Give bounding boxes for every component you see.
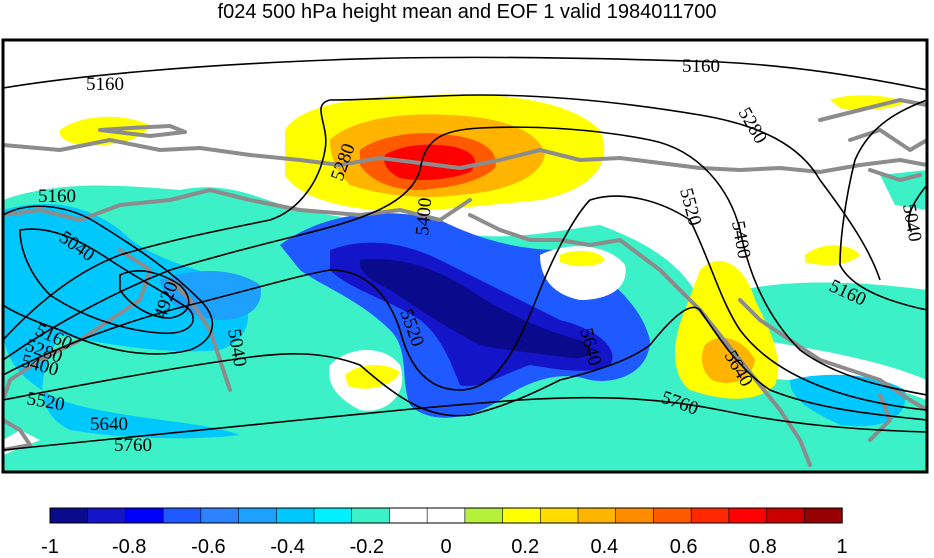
contour-5520 (3, 195, 927, 411)
coastline-asia-east (3, 188, 472, 222)
colorbar-swatch (728, 507, 768, 524)
contour-5160-west (3, 205, 214, 355)
colorbar-tick-label: 0.6 (669, 536, 698, 558)
contour-label: 5400 (412, 197, 436, 237)
colorbar-tick-label: 0 (440, 536, 452, 558)
contour-label: 5640 (90, 414, 128, 435)
colorbar-swatch (426, 507, 466, 524)
contour-5760 (3, 396, 927, 451)
colorbar-swatch (539, 507, 579, 524)
anomaly-region-cyan-east (740, 282, 927, 380)
anomaly-region-yellow-ne (830, 95, 905, 110)
coastline-west-america (738, 298, 927, 412)
colorbar-tick-label: -0.4 (270, 536, 305, 558)
anomaly-region-lightblue-west (3, 204, 249, 439)
colorbar (49, 507, 843, 524)
colorbar-tick-label: 0.2 (511, 536, 540, 558)
anomaly-region-blue-mid (160, 270, 261, 320)
colorbar-outline (49, 507, 843, 524)
coastline-north (3, 138, 927, 174)
colorbar-swatch (653, 507, 692, 524)
coastline-west-edge (3, 418, 32, 452)
colorbar-swatch (389, 507, 428, 524)
colorbar-swatch (502, 507, 541, 524)
contour-5160-ne (839, 99, 927, 311)
contour-5280-main (3, 94, 881, 341)
contour-5640 (3, 306, 927, 421)
anomaly-region-lightblue-se (790, 374, 906, 427)
contour-4920 (119, 270, 190, 319)
height-contours (3, 56, 927, 451)
coastline-alaska (618, 238, 812, 467)
anomaly-region-orange-se (701, 337, 755, 384)
coastline-north-island (98, 124, 187, 138)
map-title: f024 500 hPa height mean and EOF 1 valid… (217, 1, 717, 23)
contour-label: 5160 (38, 186, 76, 207)
anomaly-region-darkestblue (359, 259, 591, 359)
colorbar-tick-label: -0.2 (349, 536, 385, 558)
contour-5040-ne (908, 184, 927, 231)
coastline-japan (168, 278, 232, 392)
contour-label: 5160 (86, 74, 124, 95)
colorbar-tick-label: 0.4 (590, 536, 619, 558)
contour-5400 (3, 126, 927, 396)
colorbar-swatch (577, 507, 617, 524)
coastline-kamchatka (468, 213, 622, 247)
colorbar-swatch (162, 507, 202, 524)
contour-label: 5160 (682, 56, 720, 77)
contour-5160-north (3, 56, 927, 91)
colorbar-swatch (313, 507, 353, 524)
colorbar-swatch (766, 507, 805, 524)
colorbar-swatch (87, 507, 127, 524)
colorbar-tick-label: -1 (41, 536, 59, 558)
anomaly-region-cyan-ne (880, 170, 927, 210)
shaded-anomaly-field (3, 40, 927, 472)
anomaly-region-yellow-small (345, 364, 400, 389)
contour-5040-west (19, 228, 194, 335)
colorbar-swatch (200, 507, 240, 524)
colorbar-swatch (275, 507, 315, 524)
anomaly-region-yellow-east (805, 245, 860, 266)
colorbar-swatch (803, 507, 843, 524)
coastline-canada-arctic (818, 98, 927, 182)
colorbar-tick-label: -0.8 (111, 536, 147, 558)
colorbar-swatch (690, 507, 730, 524)
colorbar-swatch (49, 507, 89, 524)
colorbar-tick-label: 0.8 (748, 536, 777, 558)
coastlines (3, 98, 927, 467)
colorbar-swatch (464, 507, 504, 524)
colorbar-tick-label: 1 (836, 536, 848, 558)
coastline-asia-south (3, 248, 152, 402)
contour-label: 5760 (114, 435, 152, 456)
colorbar-swatch (238, 507, 277, 524)
anomaly-region-yellow-center (560, 250, 605, 267)
colorbar-tick-label: -0.6 (191, 536, 226, 558)
map-frame (1, 38, 929, 474)
colorbar-swatch (615, 507, 655, 524)
colorbar-swatch (351, 507, 391, 524)
colorbar-swatch (125, 507, 164, 524)
